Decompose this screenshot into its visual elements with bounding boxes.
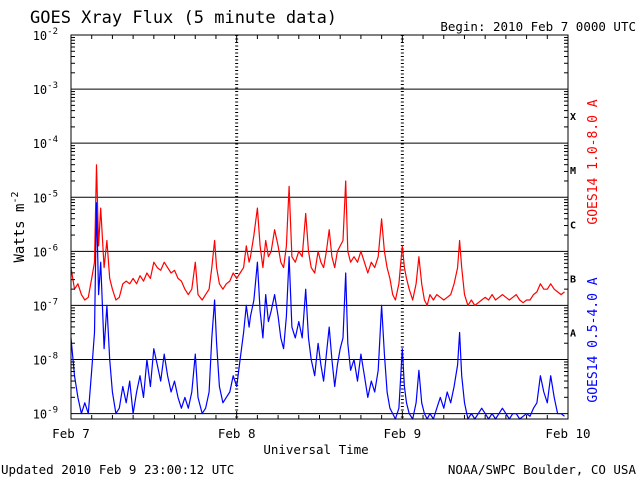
y-tick-label: 10-2 <box>33 27 58 43</box>
y-axis-label: Watts m-2 <box>10 191 28 262</box>
flare-class-label: A <box>570 328 576 339</box>
y-tick-label: 10-9 <box>33 406 58 422</box>
y-axis-label-superscript: -2 <box>10 191 21 203</box>
begin-label: Begin: 2010 Feb 7 0000 UTC <box>440 19 636 34</box>
x-tick-label: Feb 7 <box>52 426 90 441</box>
y-tick-label: 10-3 <box>33 81 58 97</box>
y-tick-label: 10-5 <box>33 189 58 205</box>
chart-title: GOES Xray Flux (5 minute data) <box>30 8 337 28</box>
y-tick-label: 10-4 <box>33 135 58 151</box>
flare-class-label: M <box>570 166 576 177</box>
series-line-long <box>70 164 565 306</box>
credit-label: NOAA/SWPC Boulder, CO USA <box>448 462 637 477</box>
x-axis-label: Universal Time <box>263 442 368 457</box>
x-tick-label: Feb 10 <box>545 426 590 441</box>
updated-label: Updated 2010 Feb 9 23:00:12 UTC <box>1 462 234 477</box>
flare-class-label: B <box>570 274 576 285</box>
axis-layer: 10-9 10-8 10-7 10-6 10-5 10-4 10-3 10-2 Feb 7 Feb… <box>33 27 591 441</box>
series-name-long: GOES14 1.0-8.0 A <box>586 99 601 224</box>
y-tick-label: 10-6 <box>33 243 58 259</box>
grid-layer <box>71 35 568 419</box>
plot-frame <box>70 34 569 420</box>
flare-class-label: X <box>570 112 576 123</box>
y-tick-label: 10-8 <box>33 352 58 368</box>
x-tick-label: Feb 9 <box>384 426 422 441</box>
x-tick-label: Feb 8 <box>218 426 256 441</box>
y-tick-label: 10-7 <box>33 297 58 313</box>
flare-class-label: C <box>570 220 576 231</box>
series-name-short: GOES14 0.5-4.0 A <box>586 277 601 402</box>
